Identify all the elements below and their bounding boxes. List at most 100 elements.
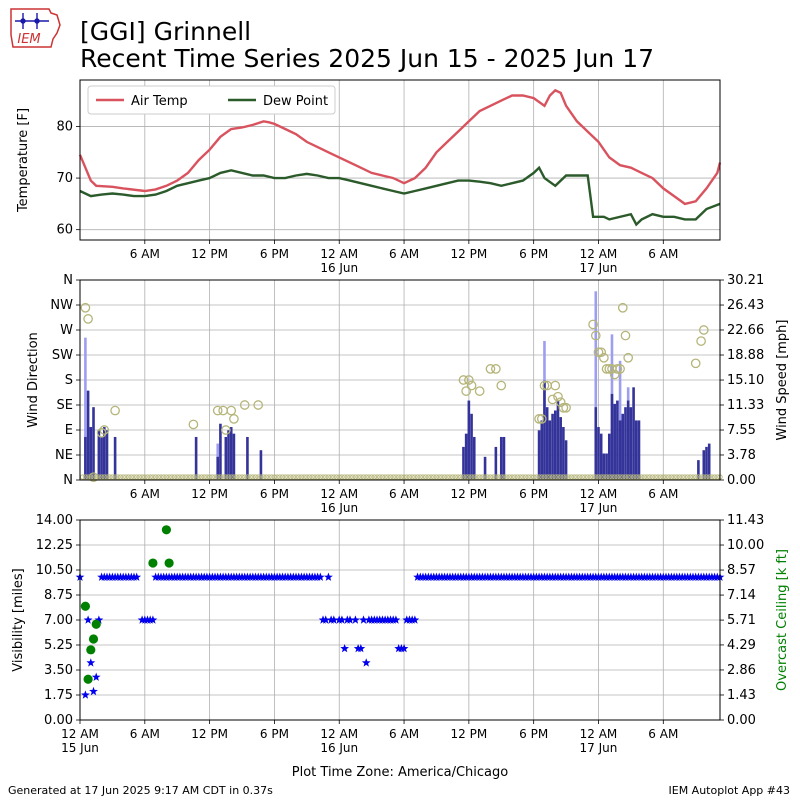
wind-direction-calm-point — [574, 474, 580, 480]
visibility-point — [356, 644, 366, 653]
wind-direction-calm-point — [412, 474, 418, 480]
visibility-point — [340, 644, 349, 653]
wind-direction-calm-point — [177, 474, 183, 480]
wind-direction-calm-point — [320, 474, 326, 480]
wind-speed-bar — [548, 420, 552, 480]
wind-direction-calm-point — [266, 474, 272, 480]
wind-direction-calm-point — [649, 474, 656, 480]
wind-direction-calm-point — [323, 474, 329, 480]
wind-direction-calm-point — [344, 474, 350, 480]
wind-speed-bar — [607, 433, 611, 480]
x-tick-label: 15 Jun — [61, 741, 99, 755]
wind-speed-bar — [545, 407, 549, 480]
wind-direction-calm-point — [698, 474, 704, 480]
wind-direction-calm-point — [258, 474, 264, 480]
wind-speed-bar — [610, 393, 614, 480]
footer-generated: Generated at 17 Jun 2025 9:17 AM CDT in … — [8, 784, 273, 797]
wind-speed-bar — [537, 430, 541, 480]
y-axis-label: Wind Direction — [26, 332, 41, 428]
wind-direction-calm-point — [358, 474, 364, 480]
wind-direction-calm-point — [239, 474, 245, 480]
y-tick-label: 5.25 — [44, 638, 73, 653]
wind-direction-point — [496, 380, 507, 391]
wind-speed-bar — [84, 436, 87, 480]
wind-speed-bar — [559, 417, 562, 480]
wind-direction-calm-point — [458, 474, 464, 480]
wind-speed-bar — [462, 446, 465, 480]
wind-direction-calm-point — [501, 474, 507, 480]
y-tick-label: NE — [55, 448, 73, 463]
visibility-point — [345, 615, 355, 624]
y-tick-label: 3.50 — [44, 663, 73, 678]
wind-direction-calm-point — [547, 474, 553, 480]
visibility-point — [94, 615, 104, 624]
wind-direction-calm-point — [647, 474, 653, 480]
x-tick-label: 12 PM — [451, 727, 488, 741]
wind-direction-calm-point — [115, 474, 121, 480]
wind-direction-calm-point — [544, 474, 550, 480]
wind-direction-calm-point — [393, 474, 399, 480]
x-tick-label: 12 PM — [191, 727, 228, 741]
wind-direction-calm-point — [382, 474, 388, 480]
x-tick-label: 6 AM — [130, 727, 160, 741]
wind-direction-calm-point — [682, 474, 688, 480]
wind-direction-calm-point — [482, 474, 488, 480]
wind-direction-calm-point — [601, 474, 607, 480]
x-tick-label: 6 AM — [389, 487, 419, 501]
y2-tick-label: 0.00 — [727, 473, 756, 488]
wind-direction-calm-point — [212, 474, 218, 480]
wind-direction-calm-point — [85, 474, 91, 480]
wind-direction-calm-point — [636, 474, 642, 480]
wind-direction-calm-point — [215, 474, 221, 480]
wind-speed-bar — [702, 450, 706, 480]
wind-direction-calm-point — [204, 474, 210, 480]
ceiling-point — [161, 525, 172, 535]
y-tick-label: S — [65, 373, 73, 388]
wind-direction-point — [88, 472, 99, 483]
wind-direction-point — [612, 364, 623, 374]
wind-direction-calm-point — [409, 474, 415, 480]
wind-direction-point — [464, 375, 474, 385]
wind-direction-calm-point — [471, 474, 477, 480]
wind-speed-bar — [216, 456, 220, 480]
wind-direction-calm-point — [676, 474, 683, 480]
y2-tick-label: 4.29 — [727, 638, 756, 653]
wind-direction-calm-point — [579, 474, 585, 480]
wind-direction-calm-point — [576, 474, 583, 480]
wind-direction-calm-point — [417, 474, 423, 480]
wind-direction-calm-point — [339, 474, 345, 480]
wind-direction-calm-point — [274, 474, 280, 480]
wind-direction-calm-point — [639, 474, 645, 480]
wind-speed-bar — [113, 436, 117, 480]
wind-direction-calm-point — [439, 474, 445, 480]
y2-tick-label: 7.55 — [727, 423, 756, 438]
wind-direction-point — [188, 419, 199, 430]
x-tick-label: 6 AM — [389, 727, 419, 741]
wind-direction-calm-point — [296, 474, 302, 480]
wind-speed-bar — [605, 453, 608, 480]
wind-speed-bar — [616, 400, 619, 480]
x-tick-label: 12 PM — [191, 247, 228, 261]
wind-direction-calm-point — [225, 474, 232, 480]
wind-direction-calm-point — [428, 474, 434, 480]
wind-direction-point — [593, 347, 604, 358]
y2-tick-label: 1.43 — [727, 688, 756, 703]
x-tick-label: 6 AM — [389, 247, 419, 261]
wind-direction-calm-point — [423, 474, 429, 480]
wind-direction-calm-point — [109, 474, 116, 480]
wind-direction-calm-point — [612, 474, 618, 480]
wind-direction-point — [698, 325, 709, 335]
wind-direction-calm-point — [190, 474, 197, 480]
wind-speed-bar — [232, 433, 236, 480]
visibility-point — [132, 572, 142, 581]
wind-direction-calm-point — [80, 474, 86, 480]
wind-direction-calm-point — [609, 474, 615, 480]
x-tick-label: 12 PM — [451, 247, 488, 261]
wind-direction-calm-point — [93, 474, 99, 480]
wind-direction-calm-point — [474, 474, 480, 480]
wind-direction-calm-point — [312, 474, 318, 480]
wind-direction-calm-point — [242, 474, 248, 480]
wind-speed-bar — [629, 407, 633, 480]
wind-direction-point — [599, 352, 609, 363]
